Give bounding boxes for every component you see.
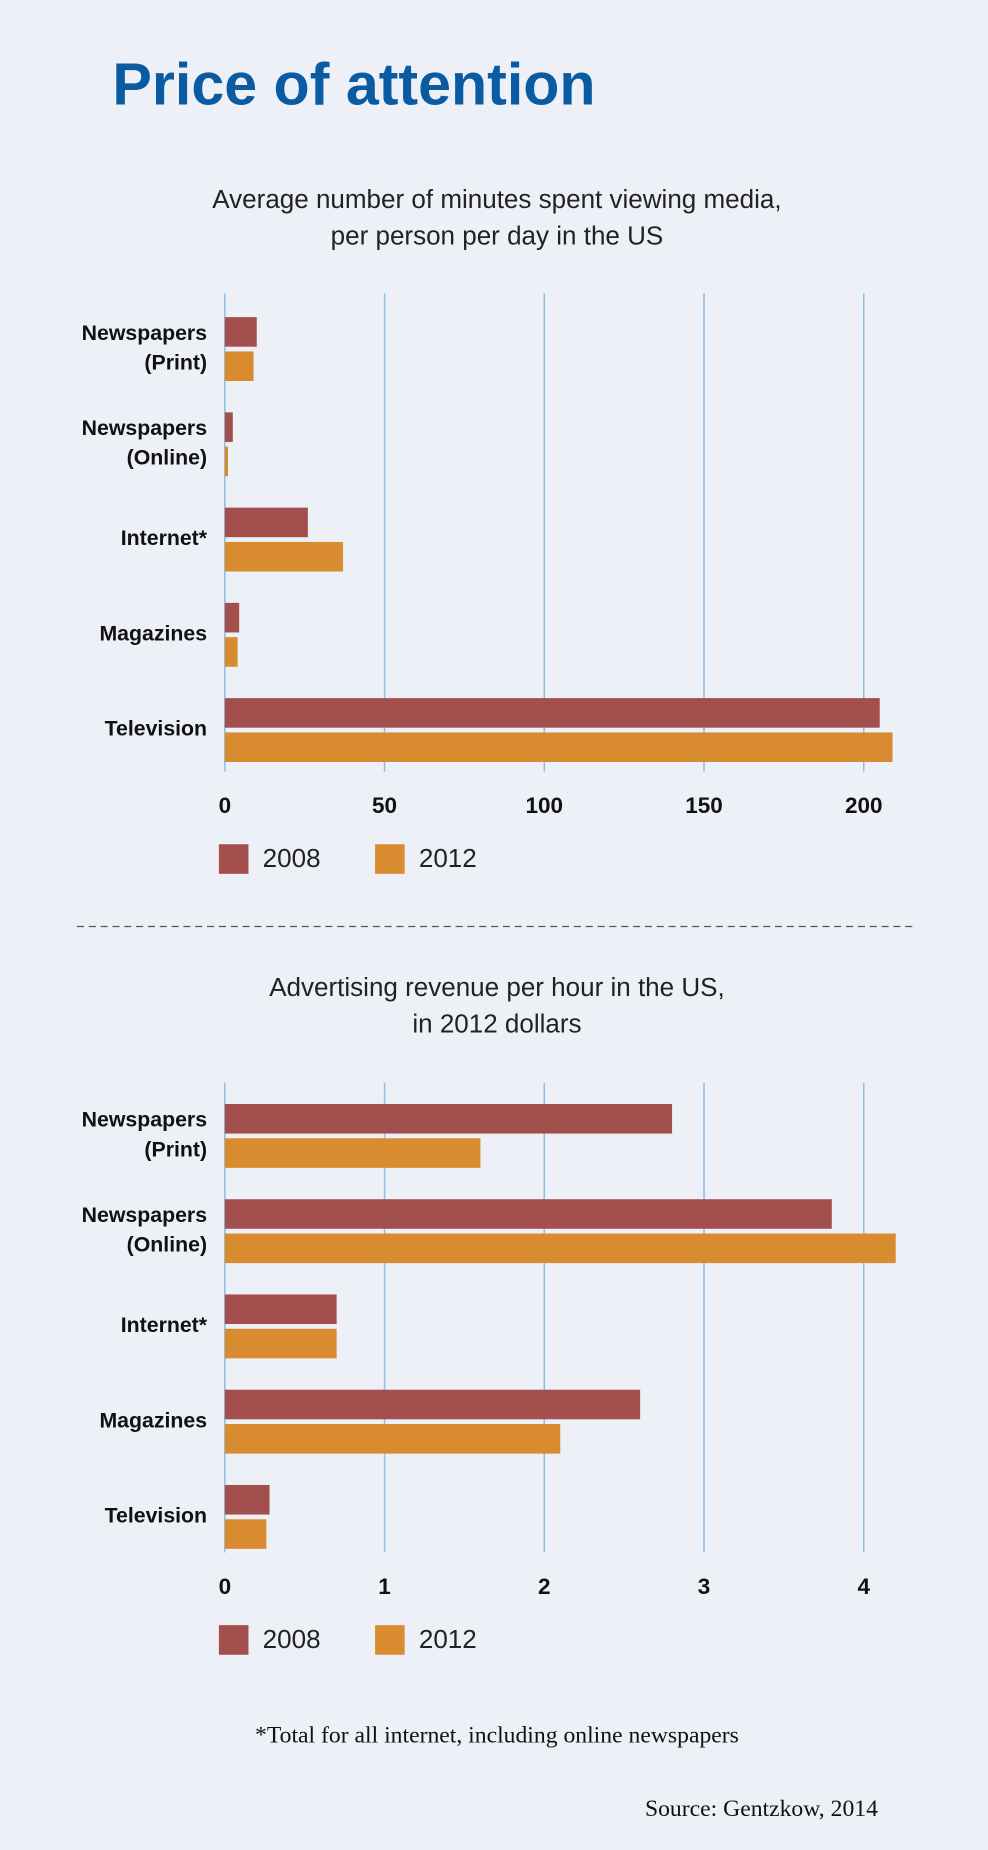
chart-title: Advertising revenue per hour in the US,	[269, 972, 725, 1002]
x-tick-label: 1	[378, 1574, 391, 1599]
bar	[224, 507, 308, 538]
bar	[224, 698, 880, 728]
bar	[224, 1484, 270, 1515]
x-tick-label: 2	[538, 1574, 551, 1599]
legend-swatch	[375, 844, 405, 874]
y-tick-label: (Print)	[144, 1137, 207, 1161]
legend-label: 2008	[263, 1624, 321, 1654]
x-tick-label: 200	[845, 793, 883, 818]
bar	[224, 1424, 561, 1454]
x-tick-label: 0	[219, 793, 232, 818]
bar	[224, 446, 229, 477]
bar	[224, 1328, 337, 1359]
bar	[224, 351, 254, 382]
footnote: *Total for all internet, including onlin…	[255, 1722, 739, 1748]
legend-label: 2008	[263, 843, 321, 873]
y-tick-label: Newspapers	[82, 321, 207, 345]
y-tick-label: Magazines	[99, 1408, 207, 1432]
source: Source: Gentzkow, 2014	[645, 1796, 878, 1822]
y-tick-label: (Online)	[127, 446, 207, 470]
page-title: Price of attention	[112, 50, 595, 117]
bar	[224, 412, 233, 442]
bar	[224, 1233, 896, 1264]
y-tick-label: Magazines	[99, 621, 207, 645]
bar	[224, 637, 238, 667]
y-tick-label: Newspapers	[82, 1108, 207, 1132]
chart-title: Average number of minutes spent viewing …	[212, 184, 781, 214]
bar	[224, 1389, 641, 1420]
legend-swatch	[375, 1625, 405, 1655]
y-tick-label: Internet*	[121, 526, 208, 550]
x-tick-label: 3	[698, 1574, 711, 1599]
y-tick-label: (Online)	[127, 1233, 207, 1257]
legend-swatch	[218, 1625, 249, 1655]
legend-label: 2012	[419, 1624, 477, 1654]
bar	[224, 732, 893, 763]
bar	[224, 1138, 481, 1168]
bar	[224, 1519, 267, 1549]
bar	[224, 602, 240, 633]
legend-label: 2012	[419, 843, 477, 873]
y-tick-label: Newspapers	[82, 1203, 207, 1227]
y-tick-label: (Print)	[144, 350, 207, 374]
y-tick-label: Television	[105, 717, 208, 741]
bar	[224, 1294, 337, 1325]
chart-title: in 2012 dollars	[412, 1009, 581, 1039]
bar	[224, 541, 344, 572]
x-tick-label: 4	[858, 1574, 871, 1599]
chart-title: per person per day in the US	[331, 221, 664, 251]
bar	[224, 1103, 673, 1134]
legend-swatch	[218, 844, 249, 874]
x-tick-label: 100	[526, 793, 564, 818]
x-tick-label: 50	[372, 793, 397, 818]
y-tick-label: Newspapers	[82, 416, 207, 440]
y-tick-label: Television	[105, 1504, 208, 1528]
x-tick-label: 0	[219, 1574, 232, 1599]
x-tick-label: 150	[685, 793, 723, 818]
bar	[224, 317, 257, 347]
bar	[224, 1199, 832, 1229]
y-tick-label: Internet*	[121, 1313, 208, 1337]
